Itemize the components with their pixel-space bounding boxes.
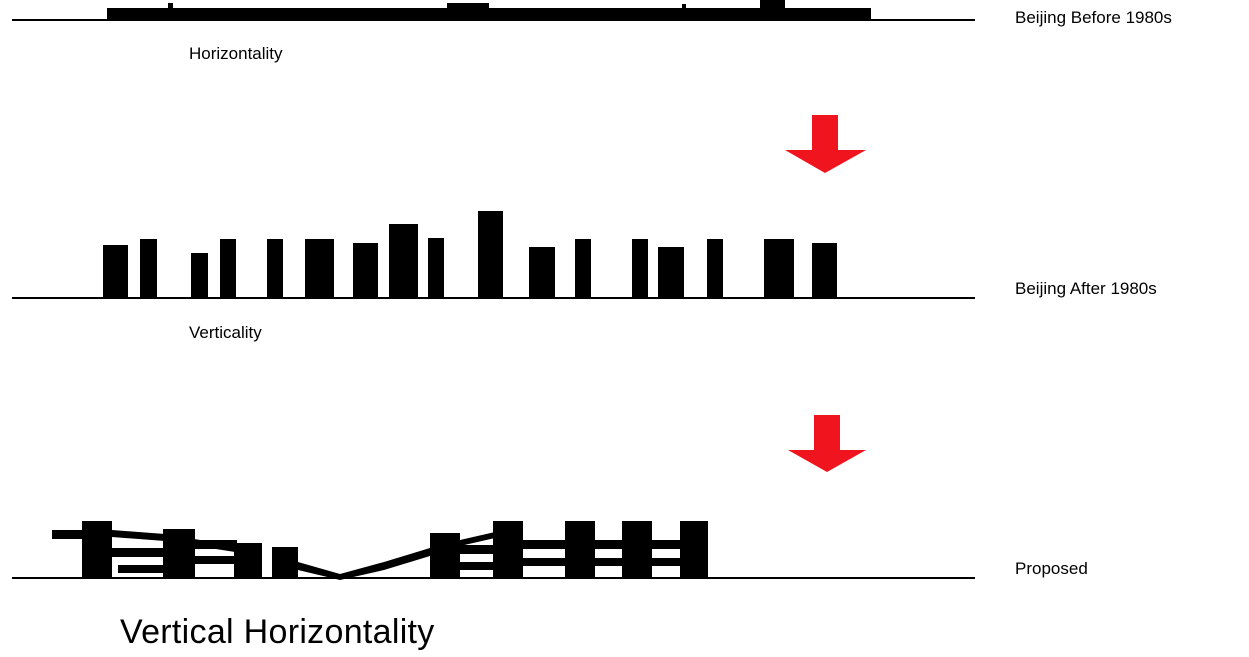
tower xyxy=(234,543,262,578)
tower xyxy=(140,239,157,298)
diagram-title: Vertical Horizontality xyxy=(120,613,435,651)
tower xyxy=(658,247,684,298)
proposed-skyline xyxy=(12,521,975,580)
before-1980s-skyline xyxy=(12,0,975,21)
roof-bump xyxy=(682,4,686,9)
ramp-bridge xyxy=(298,548,430,580)
row-label-proposed: Proposed xyxy=(1015,559,1088,578)
tower xyxy=(220,239,236,298)
bridge-slab xyxy=(652,558,680,566)
down-arrow-icon xyxy=(785,115,866,173)
tower xyxy=(305,239,334,298)
tower xyxy=(812,243,837,298)
bridge-slab xyxy=(52,530,102,539)
after-1980s-skyline xyxy=(12,211,975,299)
tower xyxy=(353,243,378,298)
bridge-slab xyxy=(195,556,237,564)
tower xyxy=(565,521,595,578)
tower xyxy=(632,239,648,298)
bridge-slab xyxy=(595,540,622,549)
ramp-bridge xyxy=(112,530,235,552)
bridge-slab xyxy=(523,558,565,566)
tower xyxy=(575,239,591,298)
tower xyxy=(267,239,283,298)
horizontal-mass xyxy=(107,8,871,20)
bridge-slab xyxy=(652,540,680,549)
tower xyxy=(707,239,723,298)
tower xyxy=(764,239,794,298)
bridge-slab xyxy=(460,545,495,554)
bridge-slab xyxy=(460,562,495,570)
bridge-slab xyxy=(110,548,165,557)
bridge-slab xyxy=(523,540,565,549)
caption-verticality: Verticality xyxy=(189,323,262,342)
tower xyxy=(430,533,460,578)
row-label-after-1980s: Beijing After 1980s xyxy=(1015,279,1157,298)
ramp-bridge xyxy=(460,532,495,546)
tower xyxy=(82,521,112,578)
tower xyxy=(272,547,298,578)
roof-bump xyxy=(168,3,173,9)
roof-bump xyxy=(447,3,489,9)
tower xyxy=(680,521,708,578)
tower xyxy=(389,224,418,298)
roof-bump xyxy=(760,0,785,9)
bridge-slab xyxy=(595,558,622,566)
tower xyxy=(493,521,523,578)
tower xyxy=(529,247,555,298)
tower xyxy=(191,253,208,298)
row-label-before-1980s: Beijing Before 1980s xyxy=(1015,8,1172,27)
tower xyxy=(478,211,503,298)
tower xyxy=(622,521,652,578)
down-arrow-icon xyxy=(788,415,866,472)
tower xyxy=(428,238,444,298)
bridge-slab xyxy=(118,565,168,573)
caption-horizontality: Horizontality xyxy=(189,44,283,63)
tower xyxy=(103,245,128,298)
